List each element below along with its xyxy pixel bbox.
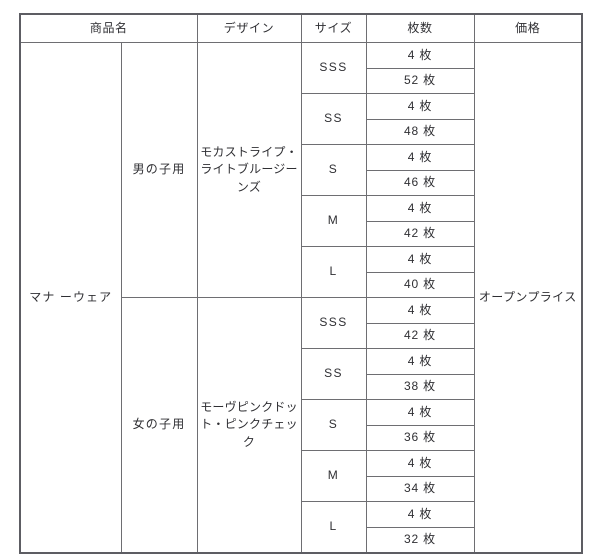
cell-size: M [300,450,367,502]
header-product-name: 商品名 [19,13,198,43]
cell-size: S [300,399,367,451]
design-line: ト・ピンクチェック [200,417,298,449]
cell-size: SS [300,348,367,400]
cell-size: S [300,144,367,196]
table-row: マナ ーウェア 男の子用 モカストライプ・ ライトブルージー ンズ SSS 4 枚オープンプ… [19,42,583,554]
cell-price: オープンプライス [473,42,583,554]
header-design: デザイン [196,13,302,43]
cell-gender-1: 男の子用 [120,42,198,298]
cell-size: L [300,501,367,554]
table-row: 34 枚 [20,475,582,502]
design-line: モーヴピンクドッ [200,399,298,414]
cell-gender-2: 女の子用 [120,297,198,554]
cell-quantity: 4 枚 [365,297,475,324]
cell-quantity: 46 枚 [365,169,475,196]
cell-size: M [300,195,367,247]
cell-product-name: マナ ーウェア [19,42,122,554]
header-quantity: 枚数 [365,13,475,43]
cell-size: SSS [300,297,367,349]
header-size: サイズ [300,13,367,43]
cell-design-1: モカストライプ・ ライトブルージー ンズ [196,42,302,298]
cell-quantity: 34 枚 [365,475,475,502]
table-row: SS 4 枚 [20,93,582,145]
cell-size: L [300,246,367,298]
cell-quantity: 32 枚 [365,526,475,554]
table-row: 46 枚 [20,169,582,196]
table-row: SS 4 枚 [20,348,582,400]
cell-quantity: 38 枚 [365,373,475,400]
table-row: 52 枚 [20,67,582,94]
cell-quantity: 4 枚 [365,348,475,375]
cell-quantity: 4 枚 [365,195,475,222]
cell-quantity: 48 枚 [365,118,475,145]
cell-quantity: 40 枚 [365,271,475,298]
cell-quantity: 4 枚 [365,42,475,69]
header-price: 価格 [473,13,583,43]
table-row: 40 枚 [20,271,582,298]
cell-size: SS [300,93,367,145]
cell-size: SSS [300,42,367,94]
cell-quantity: 4 枚 [365,144,475,171]
table-header: 商品名 デザイン サイズ 枚数 価格 [19,13,583,43]
design-line: ライトブルージー [200,162,298,177]
cell-quantity: 52 枚 [365,67,475,94]
product-spec-table: 商品名 デザイン サイズ 枚数 価格 マナ ーウェア 男の子用 モカストライプ・ ライ… [19,13,583,554]
cell-quantity: 4 枚 [365,93,475,120]
cell-design-2: モーヴピンクドット・ピンクチェック [196,297,302,554]
cell-quantity: 4 枚 [365,246,475,273]
cell-quantity: 4 枚 [365,450,475,477]
table-row: 48 枚 [20,118,582,145]
table-header-row: 商品名 デザイン サイズ 枚数 価格 [19,13,583,43]
table-row: 36 枚 [20,424,582,451]
design-line: ンズ [236,179,262,194]
table-row: 女の子用 モーヴピンクドッ ト・ピンクチェック SSS 4 枚 [20,297,582,554]
cell-quantity: 4 枚 [365,399,475,426]
table-body: マナ ーウェア 男の子用 モカストライプ・ ライトブルージー ンズ SSS 4 枚オープンプ… [19,42,583,554]
cell-quantity: 42 枚 [365,322,475,349]
design-line: モカストライプ・ [200,144,298,159]
cell-quantity: 42 枚 [365,220,475,247]
cell-quantity: 36 枚 [365,424,475,451]
cell-quantity: 4 枚 [365,501,475,528]
